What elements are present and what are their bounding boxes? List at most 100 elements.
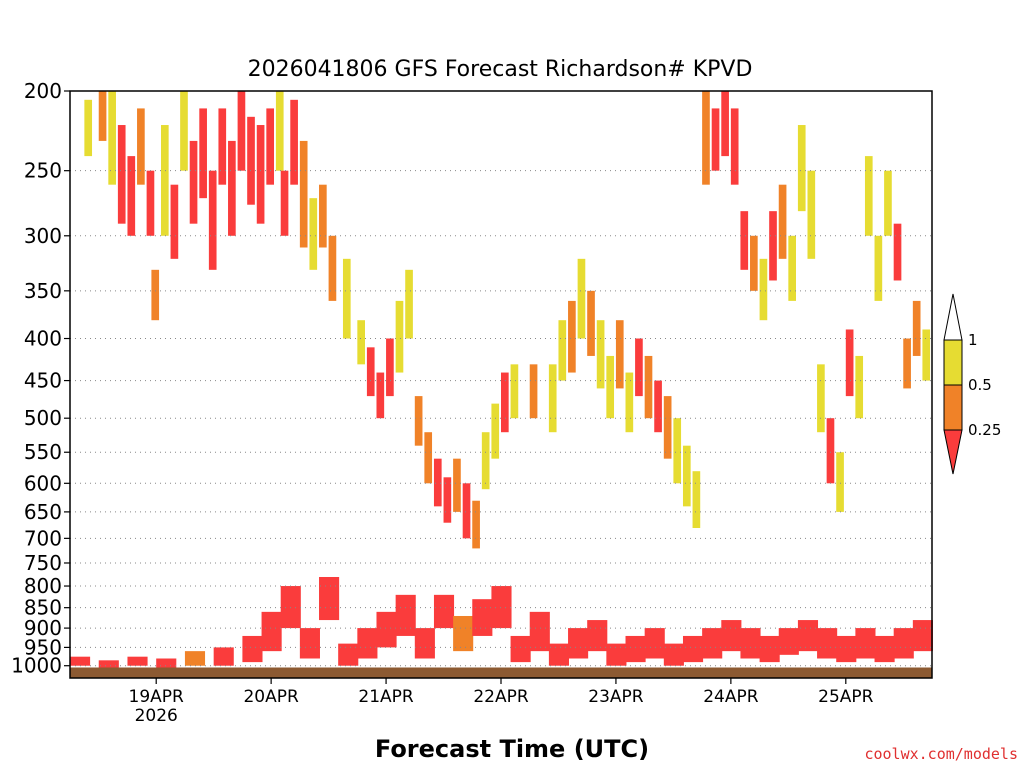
x-tick-label: 19APR	[129, 687, 185, 707]
heatmap-cell	[730, 108, 739, 185]
heatmap-cell	[769, 211, 777, 281]
heatmap-cell	[453, 458, 461, 512]
heatmap-cell	[319, 576, 340, 621]
heatmap-cell	[309, 198, 318, 270]
heatmap-cell	[319, 184, 327, 248]
heatmap-cell	[237, 91, 246, 171]
heatmap-cell	[807, 170, 816, 259]
heatmap-cell	[256, 125, 265, 224]
x-tick-sublabel: 2026	[135, 706, 178, 726]
heatmap-cell	[587, 620, 608, 652]
plot-area	[69, 90, 933, 679]
heatmap-cell	[146, 170, 155, 236]
heatmap-cell	[414, 628, 435, 659]
heatmap-cell	[491, 586, 512, 629]
heatmap-cell	[213, 647, 234, 666]
y-tick-label: 200	[24, 79, 62, 103]
y-tick-label: 1000	[11, 654, 62, 678]
heatmap-cell	[826, 418, 835, 484]
heatmap-cell	[137, 108, 145, 185]
y-tick-label: 950	[24, 635, 62, 659]
heatmap-cell	[750, 235, 758, 291]
heatmap-cell	[548, 643, 570, 666]
heatmap-cell	[338, 643, 359, 666]
y-tick-label: 650	[24, 500, 62, 524]
heatmap-cell	[247, 116, 255, 205]
x-tick-label: 23APR	[588, 687, 644, 707]
x-tick-label: 21APR	[358, 687, 414, 707]
heatmap-cell	[836, 452, 844, 512]
heatmap-cell	[328, 235, 337, 301]
heatmap-cell	[797, 620, 819, 652]
heatmap-cell	[702, 628, 723, 659]
heatmap-cell	[481, 432, 490, 490]
heatmap-cell	[208, 170, 217, 270]
heatmap-cell	[357, 320, 365, 365]
x-tick-label: 22APR	[473, 687, 529, 707]
heatmap-cell	[117, 125, 126, 224]
heatmap-cell	[778, 184, 787, 259]
heatmap-cell	[778, 628, 799, 655]
heatmap-cell	[290, 99, 298, 185]
legend-bin-mid-low	[943, 384, 963, 431]
y-tick-label: 900	[24, 616, 62, 640]
heatmap-cell	[874, 235, 883, 301]
heatmap-cell	[376, 611, 397, 648]
ground-strip	[70, 667, 932, 678]
heatmap-cell	[280, 170, 289, 236]
y-tick-label: 400	[24, 327, 62, 351]
heatmap-cell	[797, 125, 806, 212]
heatmap-cell	[433, 594, 455, 629]
y-tick-label: 850	[24, 596, 62, 620]
heatmap-cell	[721, 91, 729, 157]
heatmap-cell	[855, 628, 876, 659]
heatmap-cell	[568, 300, 576, 373]
y-tick-label: 350	[24, 279, 62, 303]
heatmap-cell	[845, 329, 854, 397]
heatmap-cell	[501, 372, 509, 433]
heatmap-cell	[817, 364, 825, 433]
heatmap-cell	[453, 615, 474, 652]
heatmap-cell	[127, 156, 136, 236]
heatmap-cell	[156, 658, 177, 668]
heatmap-cell	[663, 396, 672, 459]
heatmap-cell	[682, 445, 691, 507]
heatmap-cell	[70, 656, 91, 666]
heatmap-cell	[151, 269, 160, 321]
heatmap-cell	[912, 300, 921, 356]
heatmap-cell	[864, 156, 873, 236]
legend-tick-label: 0.5	[968, 376, 992, 394]
heatmap-cell	[606, 643, 627, 666]
heatmap-cell	[275, 91, 284, 171]
heatmap-cell	[817, 628, 838, 659]
heatmap-cell	[127, 656, 148, 666]
legend-tick-label: 1	[968, 331, 978, 349]
heatmap-cell	[548, 364, 557, 433]
y-tick-label: 700	[24, 526, 62, 550]
heatmap-cell	[357, 628, 378, 659]
heatmap-cell	[376, 372, 385, 419]
heatmap-cell	[98, 660, 119, 668]
y-tick-label: 300	[24, 224, 62, 248]
heatmap-cell	[596, 320, 605, 389]
heatmap-cell	[366, 347, 375, 397]
heatmap-cell	[788, 235, 796, 301]
legend-bin-mid-high	[943, 339, 963, 386]
heatmap-cell	[912, 620, 933, 652]
heatmap-cell	[510, 635, 531, 663]
y-tick-label: 500	[24, 406, 62, 430]
legend-tick-label: 0.25	[968, 421, 1001, 439]
heatmap-cell	[462, 483, 471, 539]
heatmap-cell	[836, 635, 857, 663]
chart-title: 2026041806 GFS Forecast Richardson# KPVD	[248, 57, 753, 82]
heatmap-cell	[386, 338, 394, 397]
heatmap-cell	[682, 635, 704, 663]
heatmap-cell	[84, 99, 93, 157]
heatmap-cell	[433, 458, 442, 507]
heatmap-cell	[218, 108, 227, 185]
heatmap-cell	[855, 355, 864, 419]
heatmap-cell	[759, 258, 768, 321]
heatmap-cell	[414, 396, 423, 446]
